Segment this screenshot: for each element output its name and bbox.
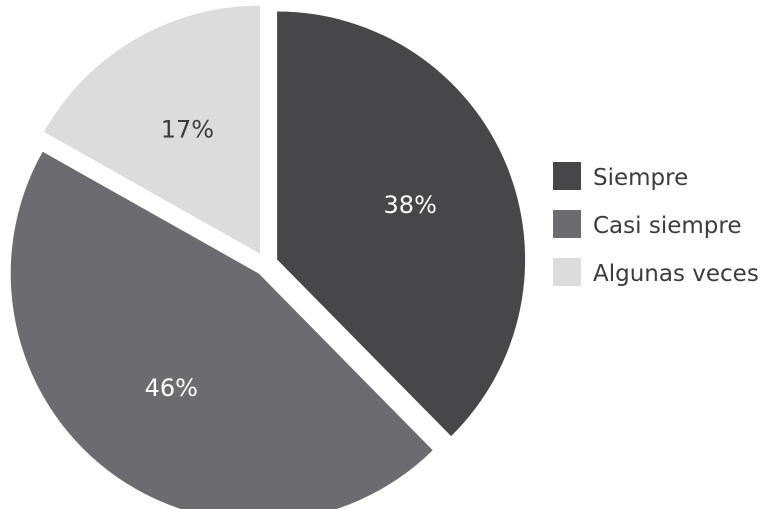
pie-slice-siempre <box>277 11 526 437</box>
slice-value-label: 46% <box>145 374 198 402</box>
legend-swatch <box>553 162 581 190</box>
pie-slice-casi-siempre <box>10 151 433 509</box>
legend-swatch <box>553 258 581 286</box>
legend: Siempre Casi siempre Algunas veces <box>553 162 759 287</box>
slice-labels: 38% 46% 17% <box>145 115 437 401</box>
legend-label: Algunas veces <box>593 261 759 287</box>
pie-slice-algunas-veces <box>43 5 260 254</box>
slice-value-label: 38% <box>384 191 437 219</box>
legend-label: Siempre <box>593 165 688 191</box>
slice-value-label: 17% <box>161 115 214 143</box>
pie-slices <box>10 5 526 509</box>
legend-label: Casi siempre <box>593 213 741 239</box>
legend-swatch <box>553 210 581 238</box>
